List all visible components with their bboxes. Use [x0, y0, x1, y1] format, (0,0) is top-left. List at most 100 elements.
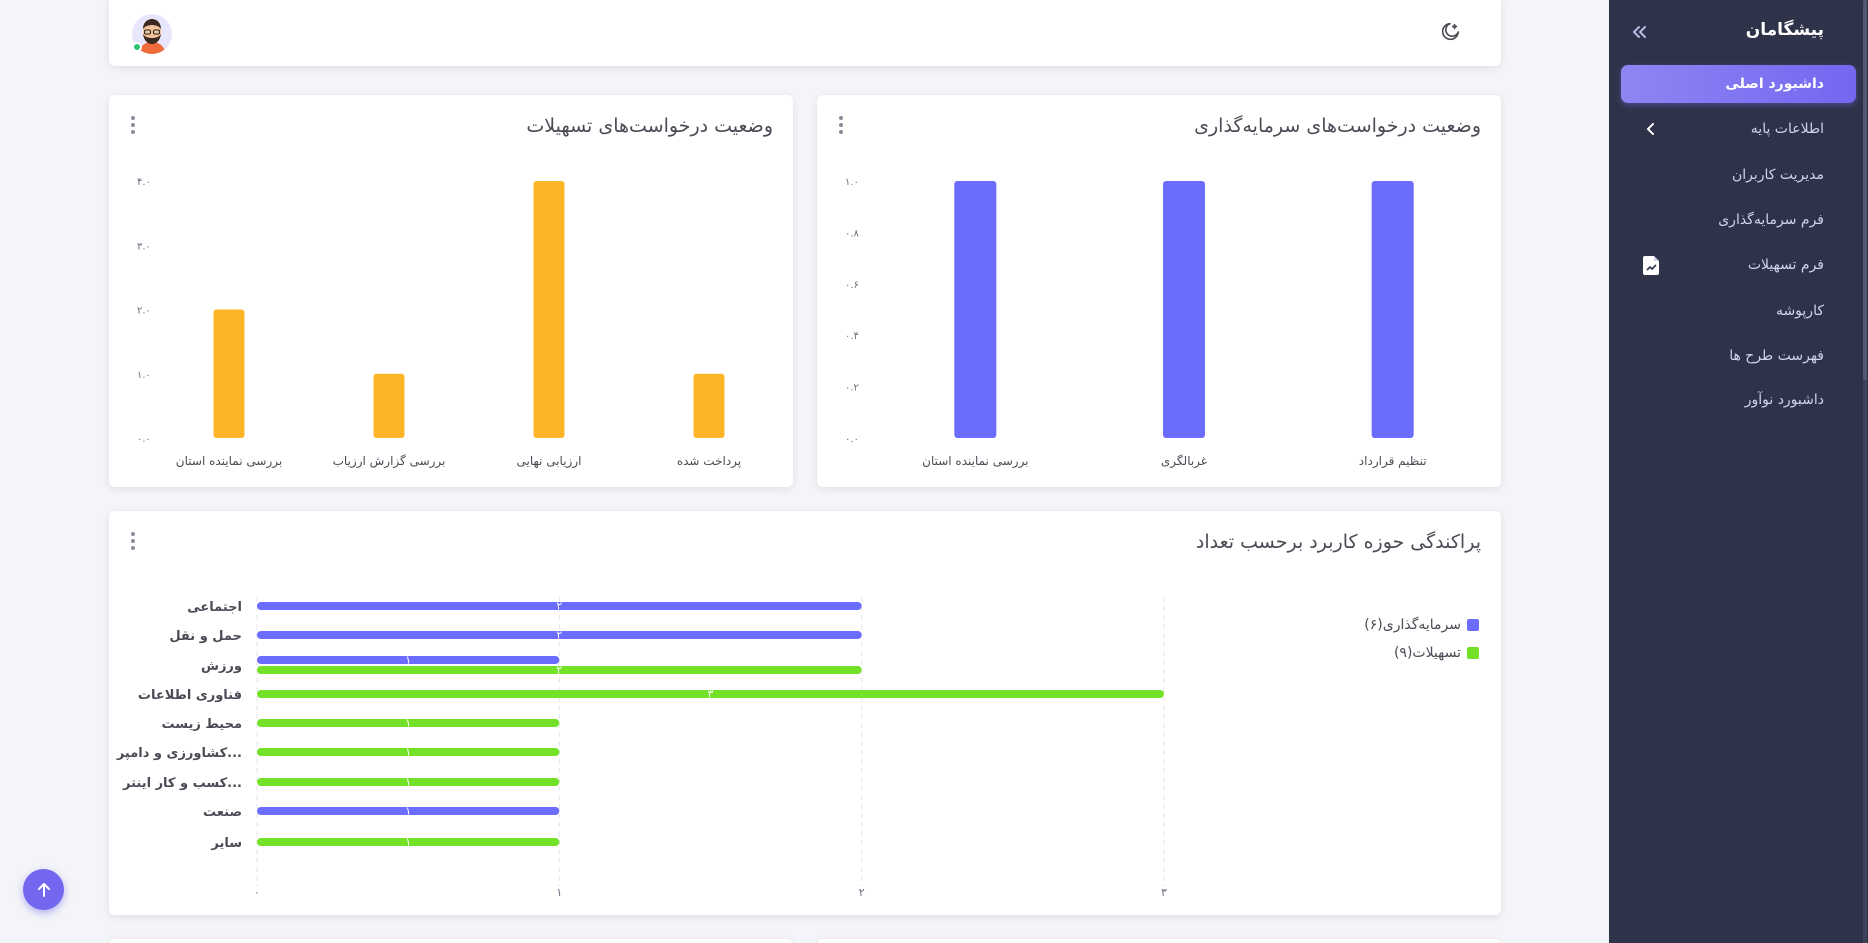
legend-swatch — [1467, 647, 1479, 659]
sidebar-item-label: مدیریت کاربران — [1731, 167, 1824, 183]
bar[interactable] — [693, 373, 725, 438]
x-tick-label: غربالگری — [1161, 454, 1207, 469]
avatar-icon — [132, 14, 172, 54]
bar[interactable] — [213, 309, 245, 439]
sidebar-item-base-info[interactable]: اطلاعات پایه — [1621, 110, 1856, 148]
y-tick-label: ۰.۲ — [845, 383, 859, 394]
y-category-label: سایر — [210, 836, 242, 851]
x-tick-label: تنظیم قرارداد — [1359, 454, 1427, 469]
card-title: پراکندگی حوزه کاربرد برحسب تعداد — [1195, 531, 1481, 553]
collapse-sidebar-icon[interactable] — [1628, 20, 1652, 44]
x-tick-label: بررسی گزارش ارزیاب — [333, 454, 446, 469]
x-tick-label: ۳ — [1161, 886, 1167, 899]
bar[interactable] — [257, 807, 560, 815]
bar[interactable] — [257, 778, 560, 786]
y-tick-label: ۲.۰ — [137, 306, 151, 317]
application-distribution-card: پراکندگی حوزه کاربرد برحسب تعداد سرمایه‌… — [109, 511, 1501, 915]
bar[interactable] — [257, 656, 560, 664]
sidebar-item-label: اطلاعات پایه — [1750, 121, 1824, 137]
y-category-label: محیط زیست — [161, 717, 242, 732]
bar[interactable] — [1371, 181, 1414, 438]
sidebar-item-facilities-form[interactable]: فرم تسهیلات — [1621, 246, 1856, 284]
bar-value-label: ۱ — [405, 836, 411, 849]
x-tick-label: پرداخت شده — [677, 454, 741, 469]
sidebar-item-main-dashboard[interactable]: داشبورد اصلی — [1621, 65, 1856, 103]
bar[interactable] — [533, 181, 565, 438]
investment-bar-chart: ۰.۰ ۰.۲ ۰.۴ ۰.۶ ۰.۸ ۱.۰ تنظیم قرارداد غربالگری ب… — [845, 177, 1427, 469]
y-tick-label: ۰.۴ — [845, 331, 859, 342]
more-options-icon[interactable] — [129, 115, 137, 135]
bar[interactable] — [257, 690, 1164, 698]
bar[interactable] — [373, 373, 405, 438]
x-tick-label: ارزیابی نهایی — [517, 454, 582, 469]
sidebar-item-label: فهرست طرح ها — [1729, 348, 1824, 364]
sidebar-item-label: کارپوشه — [1775, 303, 1824, 319]
y-category-label: کشاورزی و دامپر... — [116, 746, 242, 761]
x-tick-label: ۱ — [556, 886, 562, 899]
top-navbar — [109, 0, 1501, 66]
bar-value-label: ۳ — [708, 688, 714, 701]
sidebar-item-investment-form[interactable]: فرم سرمایه‌گذاری — [1621, 201, 1856, 239]
bar-value-label: ۲ — [556, 600, 562, 613]
bar[interactable] — [1163, 181, 1205, 438]
legend-label: تسهیلات(۹) — [1393, 645, 1461, 661]
sidebar-item-label: داشبورد اصلی — [1725, 76, 1824, 92]
more-options-icon[interactable] — [129, 531, 137, 551]
moon-icon[interactable] — [1439, 21, 1461, 43]
bar[interactable] — [257, 838, 560, 846]
bar[interactable] — [257, 602, 862, 610]
sidebar-item-innovator-dashboard[interactable]: داشبورد نوآور — [1621, 381, 1856, 419]
y-tick-label: ۰.۸ — [845, 228, 860, 239]
brand-title: پیشگامان — [1745, 20, 1824, 40]
document-icon — [1643, 256, 1659, 275]
lower-card-right — [817, 939, 1501, 943]
y-category-label: صنعت — [203, 805, 242, 820]
y-tick-label: ۴.۰ — [137, 177, 151, 188]
card-title: وضعیت درخواست‌های تسهیلات — [526, 115, 773, 137]
card-title: وضعیت درخواست‌های سرمایه‌گذاری — [1194, 115, 1481, 137]
y-category-label: حمل و نقل — [169, 629, 242, 644]
sidebar-item-user-management[interactable]: مدیریت کاربران — [1621, 156, 1856, 194]
y-category-label: اجتماعی — [187, 600, 242, 615]
arrow-up-icon — [37, 882, 50, 897]
chevron-left-icon — [1647, 123, 1654, 135]
bar[interactable] — [954, 181, 997, 438]
sidebar-item-plan-list[interactable]: فهرست طرح ها — [1621, 337, 1856, 375]
y-category-label: کسب و کار اینتر... — [122, 776, 242, 791]
y-tick-label: ۱.۰ — [845, 177, 859, 188]
sidebar-item-workfolder[interactable]: کارپوشه — [1621, 292, 1856, 330]
sidebar: پیشگامان داشبورد اصلی اطلاعات پایه مدیری… — [1609, 0, 1868, 943]
sidebar-item-label: فرم سرمایه‌گذاری — [1718, 212, 1824, 228]
y-tick-label: ۳.۰ — [137, 241, 151, 252]
y-category-label: فناوری اطلاعات — [138, 688, 242, 703]
x-tick-label: بررسی نماینده استان — [176, 454, 282, 469]
distribution-horizontal-bar-chart: ۰ ۱ ۲ ۳ اجتماعی ۲ حمل و نقل ۲ ورزش ۱ ۲ فناوری اطلاع… — [116, 597, 1167, 899]
x-tick-label: ۰ — [254, 886, 260, 899]
bar-value-label: ۲ — [556, 629, 562, 642]
lower-card-left — [109, 939, 793, 943]
facilities-bar-chart: ۰.۰ ۱.۰ ۲.۰ ۳.۰ ۴.۰ پرداخت شده ارزیابی نهایی بر… — [137, 177, 741, 469]
avatar[interactable] — [132, 14, 172, 54]
chart-legend: سرمایه‌گذاری(۶) تسهیلات(۹) — [1364, 611, 1479, 667]
legend-item-investment[interactable]: سرمایه‌گذاری(۶) — [1364, 611, 1479, 639]
sidebar-scrollbar[interactable] — [1863, 0, 1867, 943]
bar[interactable] — [257, 719, 560, 727]
bar-value-label: ۱ — [405, 654, 411, 667]
legend-item-facilities[interactable]: تسهیلات(۹) — [1364, 639, 1479, 667]
y-category-label: ورزش — [201, 659, 242, 674]
bar[interactable] — [257, 631, 862, 639]
bar[interactable] — [257, 748, 560, 756]
y-tick-label: ۰.۶ — [845, 280, 859, 291]
bar[interactable] — [257, 666, 862, 674]
legend-swatch — [1467, 619, 1479, 631]
online-status-dot — [132, 42, 142, 52]
more-options-icon[interactable] — [837, 115, 845, 135]
bar-value-label: ۱ — [405, 776, 411, 789]
scroll-to-top-button[interactable] — [23, 869, 64, 910]
x-tick-label: بررسی نماینده استان — [922, 454, 1028, 469]
bar-value-label: ۲ — [556, 664, 562, 677]
bar-value-label: ۱ — [405, 746, 411, 759]
bar-value-label: ۱ — [405, 717, 411, 730]
sidebar-item-label: داشبورد نوآور — [1744, 392, 1824, 408]
investment-status-card: وضعیت درخواست‌های سرمایه‌گذاری ۰.۰ ۰.۲ ۰.۴… — [817, 95, 1501, 487]
